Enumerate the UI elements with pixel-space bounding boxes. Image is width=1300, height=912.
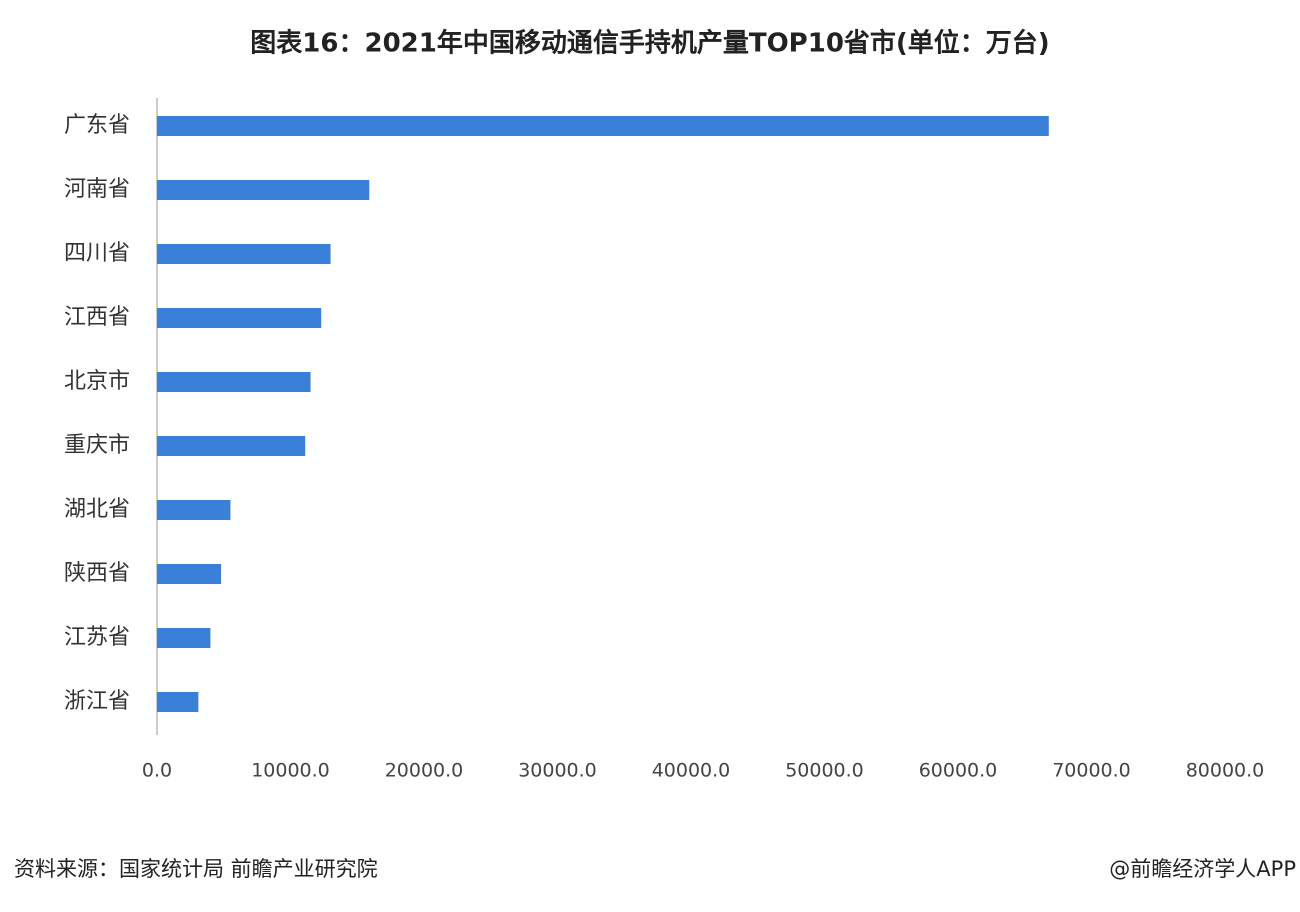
y-tick-label: 四川省 [64, 241, 130, 266]
bar [157, 564, 222, 584]
y-tick-label: 江西省 [64, 305, 130, 330]
x-tick-label: 30000.0 [518, 760, 597, 782]
bar [157, 436, 306, 456]
bar [157, 244, 331, 264]
bar [157, 308, 322, 328]
brand-note: @前瞻经济学人APP [1109, 857, 1296, 881]
y-tick-label: 河南省 [64, 177, 130, 202]
x-tick-label: 70000.0 [1052, 760, 1131, 782]
x-tick-label: 60000.0 [919, 760, 998, 782]
x-tick-label: 10000.0 [251, 760, 330, 782]
x-tick-label: 50000.0 [785, 760, 864, 782]
x-tick-label: 20000.0 [385, 760, 464, 782]
x-tick-label: 40000.0 [652, 760, 731, 782]
y-tick-label: 湖北省 [64, 497, 130, 522]
source-note: 资料来源：国家统计局 前瞻产业研究院 [14, 857, 378, 881]
bar [157, 500, 231, 520]
y-tick-label: 重庆市 [64, 433, 130, 458]
chart-title: 图表16：2021年中国移动通信手持机产量TOP10省市(单位：万台) [250, 28, 1049, 59]
y-tick-label: 江苏省 [64, 625, 130, 650]
bar [157, 372, 311, 392]
bar [157, 692, 199, 712]
y-tick-label: 北京市 [64, 369, 130, 394]
bar [157, 180, 370, 200]
y-tick-label: 广东省 [64, 113, 130, 138]
y-tick-label: 陕西省 [64, 561, 130, 586]
bar [157, 116, 1049, 136]
x-tick-label: 0.0 [142, 760, 172, 782]
bar [157, 628, 211, 648]
y-tick-label: 浙江省 [64, 689, 130, 714]
x-tick-label: 80000.0 [1186, 760, 1265, 782]
